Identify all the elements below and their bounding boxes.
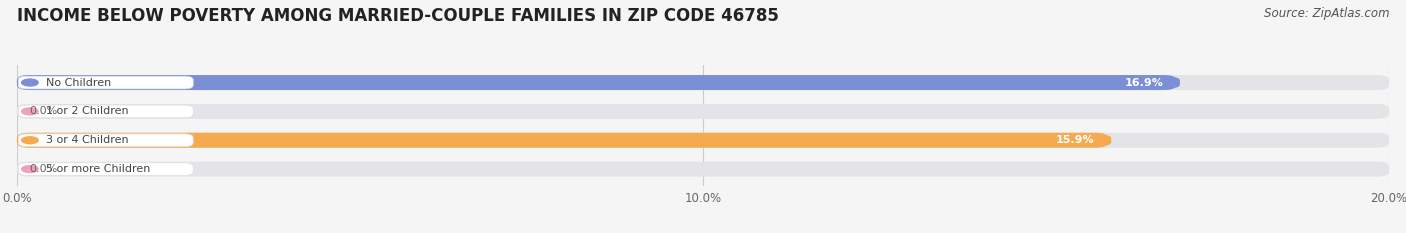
Text: No Children: No Children bbox=[46, 78, 111, 88]
Text: INCOME BELOW POVERTY AMONG MARRIED-COUPLE FAMILIES IN ZIP CODE 46785: INCOME BELOW POVERTY AMONG MARRIED-COUPL… bbox=[17, 7, 779, 25]
Text: 0.0%: 0.0% bbox=[30, 106, 58, 116]
FancyBboxPatch shape bbox=[1108, 77, 1180, 88]
FancyBboxPatch shape bbox=[18, 105, 193, 118]
Text: 0.0%: 0.0% bbox=[30, 164, 58, 174]
FancyBboxPatch shape bbox=[17, 104, 1389, 119]
Text: Source: ZipAtlas.com: Source: ZipAtlas.com bbox=[1264, 7, 1389, 20]
Text: 15.9%: 15.9% bbox=[1056, 135, 1094, 145]
Text: 1 or 2 Children: 1 or 2 Children bbox=[46, 106, 129, 116]
FancyBboxPatch shape bbox=[17, 133, 1108, 148]
Text: 16.9%: 16.9% bbox=[1125, 78, 1163, 88]
Circle shape bbox=[21, 79, 38, 86]
Text: 3 or 4 Children: 3 or 4 Children bbox=[46, 135, 129, 145]
Text: 5 or more Children: 5 or more Children bbox=[46, 164, 150, 174]
FancyBboxPatch shape bbox=[17, 133, 1389, 148]
FancyBboxPatch shape bbox=[17, 75, 1177, 90]
Circle shape bbox=[21, 108, 38, 115]
FancyBboxPatch shape bbox=[17, 162, 1389, 177]
FancyBboxPatch shape bbox=[17, 75, 1389, 90]
FancyBboxPatch shape bbox=[18, 163, 193, 175]
FancyBboxPatch shape bbox=[1039, 135, 1111, 146]
Circle shape bbox=[21, 166, 38, 173]
FancyBboxPatch shape bbox=[18, 134, 193, 147]
FancyBboxPatch shape bbox=[18, 76, 193, 89]
Circle shape bbox=[21, 137, 38, 144]
